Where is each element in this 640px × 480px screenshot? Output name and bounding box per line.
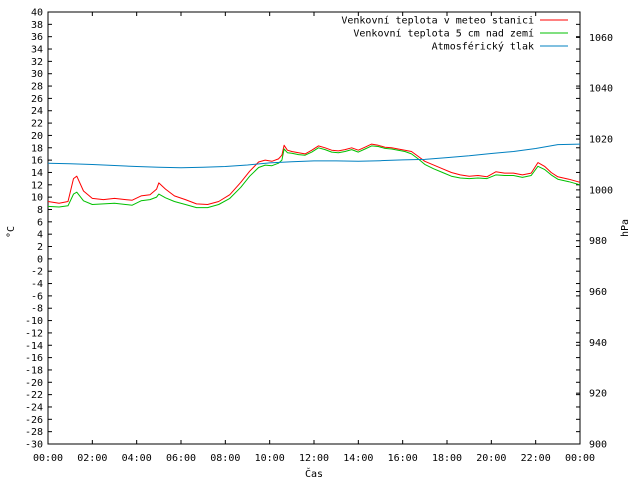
- y2-tick-label: 980: [589, 236, 607, 247]
- x-tick-label: 22:00: [521, 453, 551, 464]
- y-tick-label: 10: [31, 193, 43, 204]
- y-tick-label: 0: [37, 254, 43, 265]
- x-tick-label: 14:00: [343, 453, 373, 464]
- y-tick-label: 28: [31, 82, 43, 93]
- x-tick-label: 16:00: [388, 453, 418, 464]
- y-tick-label: 40: [31, 8, 43, 19]
- y-tick-label: -10: [25, 316, 43, 327]
- x-axis-label: Čas: [305, 467, 323, 480]
- x-tick-label: 00:00: [565, 453, 595, 464]
- left-axis: 4038363432302826242220181614121086420-2-…: [25, 8, 580, 451]
- y-tick-label: 20: [31, 131, 43, 142]
- y-tick-label: -14: [25, 341, 43, 352]
- y-tick-label: -18: [25, 365, 43, 376]
- y2-tick-label: 1020: [589, 135, 613, 146]
- series-line-0: [47, 143, 581, 205]
- y2-axis-label: hPa: [620, 219, 631, 237]
- y-tick-label: 18: [31, 143, 43, 154]
- y-tick-label: -22: [25, 390, 43, 401]
- y2-tick-label: 1000: [589, 185, 613, 196]
- y-tick-label: 14: [31, 168, 43, 179]
- y-tick-label: -28: [25, 427, 43, 438]
- y-tick-label: -30: [25, 440, 43, 451]
- right-axis: 1060 1040 1020 1000 980 960 940 920 900: [576, 33, 613, 451]
- y-tick-label: 38: [31, 20, 43, 31]
- y-tick-label: -26: [25, 415, 43, 426]
- y-tick-label: 6: [37, 217, 43, 228]
- y-tick-label: 26: [31, 94, 43, 105]
- y2-tick-label: 940: [589, 338, 607, 349]
- legend-label: Atmosférický tlak: [432, 41, 534, 53]
- y-tick-label: 34: [31, 45, 43, 56]
- x-tick-label: 06:00: [166, 453, 196, 464]
- y-tick-label: -20: [25, 378, 43, 389]
- x-tick-label: 10:00: [255, 453, 285, 464]
- y-tick-label: -24: [25, 402, 43, 413]
- y-tick-label: -12: [25, 328, 43, 339]
- y2-tick-label: 960: [589, 287, 607, 298]
- y-tick-label: 16: [31, 156, 43, 167]
- legend-label: Venkovní teplota 5 cm nad zemí: [353, 28, 534, 40]
- x-tick-label: 20:00: [476, 453, 506, 464]
- y-tick-label: 24: [31, 106, 43, 117]
- plot-frame: [47, 11, 581, 445]
- x-tick-label: 08:00: [210, 453, 240, 464]
- y-tick-label: -4: [31, 279, 43, 290]
- series-lines: [47, 143, 581, 209]
- y-tick-label: -2: [31, 267, 43, 278]
- y-tick-label: 30: [31, 69, 43, 80]
- legend-label: Venkovní teplota v meteo stanici: [341, 15, 534, 27]
- x-tick-label: 12:00: [299, 453, 329, 464]
- y2-tick-label: 920: [589, 389, 607, 400]
- x-tick-label: 18:00: [432, 453, 462, 464]
- series-line-2: [47, 143, 581, 169]
- y-tick-label: -6: [31, 291, 43, 302]
- y-tick-label: 4: [37, 230, 43, 241]
- series-line-1: [47, 145, 581, 209]
- y-tick-label: 12: [31, 180, 43, 191]
- y2-tick-label: 900: [589, 440, 607, 451]
- x-tick-label: 02:00: [77, 453, 107, 464]
- bottom-axis: 00:00 02:00 04:00 06:00 08:00 10:00 12:00 14:00…: [33, 12, 595, 464]
- y-tick-label: -16: [25, 353, 43, 364]
- y-tick-label: 2: [37, 242, 43, 253]
- y2-tick-label: 1040: [589, 84, 613, 95]
- y-tick-label: 32: [31, 57, 43, 68]
- legend: Venkovní teplota v meteo staniciVenkovní…: [341, 15, 568, 53]
- x-tick-label: 00:00: [33, 453, 63, 464]
- y-tick-label: 36: [31, 32, 43, 43]
- y2-tick-label: 1060: [589, 33, 613, 44]
- y-tick-label: 22: [31, 119, 43, 130]
- y-tick-label: 8: [37, 205, 43, 216]
- x-tick-label: 04:00: [122, 453, 152, 464]
- y-axis-label: °C: [6, 226, 17, 238]
- y-tick-label: -8: [31, 304, 43, 315]
